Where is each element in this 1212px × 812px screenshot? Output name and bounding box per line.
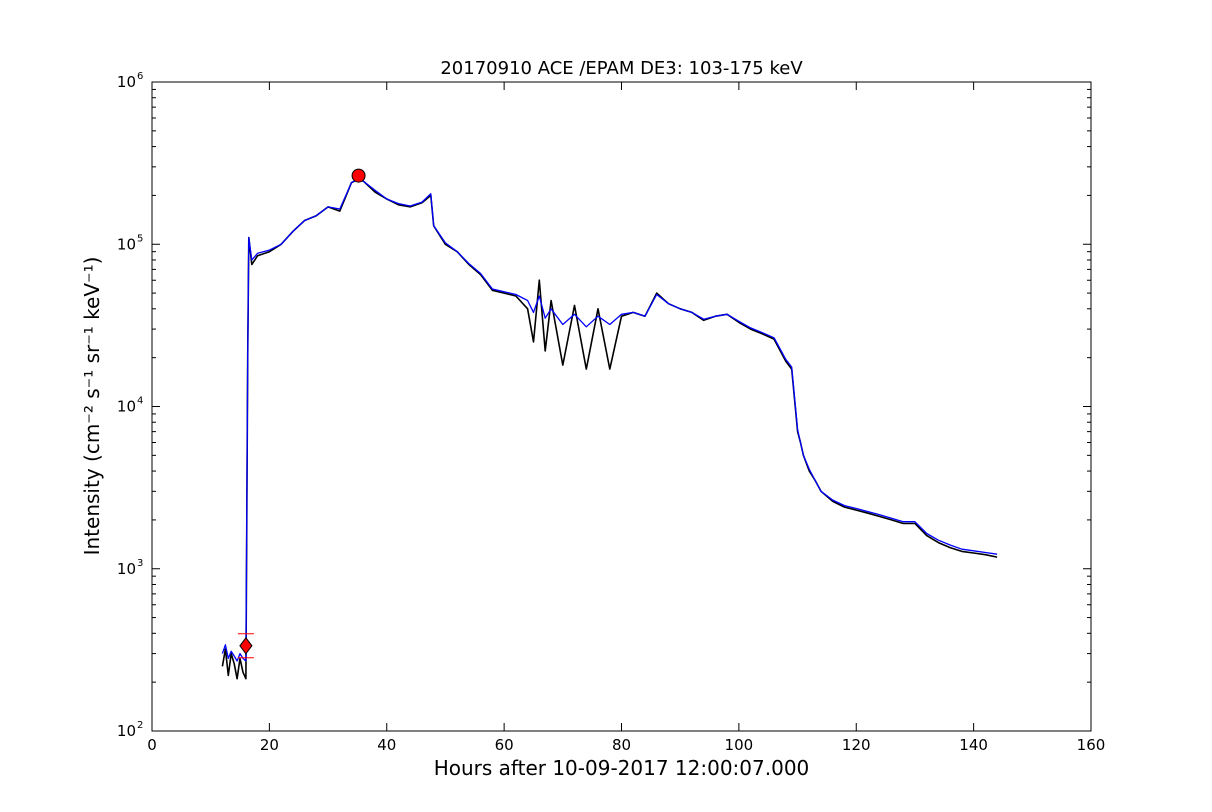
- y-axis-label: Intensity (cm⁻² s⁻¹ sr⁻¹ keV⁻¹): [80, 257, 104, 556]
- plot-frame: [151, 81, 1092, 732]
- y-tick-exponent: 3: [137, 558, 143, 569]
- plot-area: [221, 168, 998, 680]
- y-tick-exponent: 6: [137, 71, 143, 82]
- x-tick-label: 160: [1077, 736, 1106, 754]
- x-tick-label: 20: [260, 736, 279, 754]
- y-tick-label: 10: [117, 73, 136, 91]
- x-tick-label: 60: [495, 736, 514, 754]
- y-tick-label: 10: [117, 398, 136, 416]
- y-tick-exponent: 2: [137, 720, 143, 731]
- y-tick-label: 10: [117, 235, 136, 253]
- y-tick-exponent: 5: [137, 233, 143, 244]
- series-line-0: [221, 178, 998, 680]
- x-tick-label: 100: [725, 736, 754, 754]
- series-line-1: [221, 179, 998, 662]
- peak-marker: [351, 168, 366, 183]
- onset-errorbar: [237, 633, 254, 659]
- x-tick-label: 0: [147, 736, 157, 754]
- x-tick-label: 40: [377, 736, 396, 754]
- x-tick-label: 120: [842, 736, 871, 754]
- y-tick-exponent: 4: [137, 396, 143, 407]
- onset-marker: [239, 636, 253, 655]
- x-tick-label: 140: [959, 736, 988, 754]
- x-axis-label: Hours after 10-09-2017 12:00:07.000: [434, 756, 810, 780]
- chart-title: 20170910 ACE /EPAM DE3: 103-175 keV: [440, 58, 803, 79]
- x-tick-label: 80: [612, 736, 631, 754]
- y-tick-label: 10: [117, 722, 136, 740]
- y-tick-label: 10: [117, 560, 136, 578]
